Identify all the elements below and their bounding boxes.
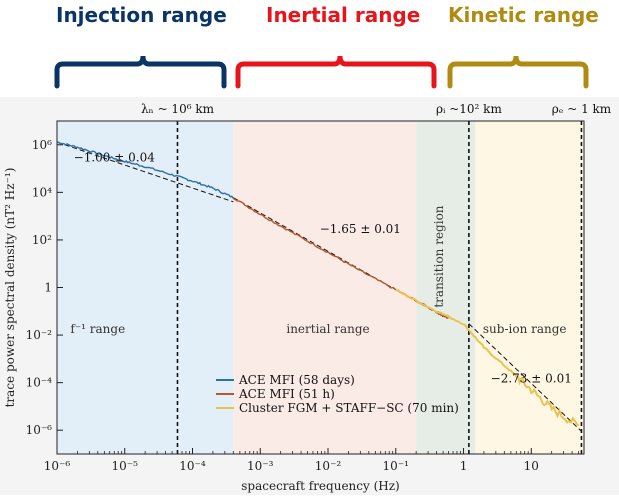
scale-marker-label-0: λₙ ~ 10⁶ km: [141, 102, 215, 116]
kinetic-range-label: Kinetic range: [448, 3, 599, 27]
region-2: [416, 121, 476, 454]
inertial-range-label: Inertial range: [266, 3, 421, 27]
y-tick-label-6: 10⁻⁶: [26, 423, 53, 437]
fit-annotation-2: −2.73 ± 0.01: [491, 372, 572, 386]
kinetic-brace: [447, 55, 589, 89]
x-tick-label-3: 10⁻³: [247, 459, 274, 473]
legend-label-0: ACE MFI (58 days): [238, 373, 355, 387]
y-tick-label-4: 10⁻²: [26, 328, 53, 342]
x-tick-label-2: 10⁻⁴: [179, 459, 206, 473]
region-label-1: inertial range: [286, 322, 369, 336]
scale-marker-label-2: ρₑ ~ 1 km: [552, 102, 612, 116]
region-3: [475, 121, 584, 454]
fit-annotation-0: −1.00 ± 0.04: [74, 150, 156, 164]
x-tick-label-5: 10⁻¹: [383, 459, 409, 473]
x-tick-label-7: 10: [524, 459, 539, 473]
x-tick-label-1: 10⁻⁵: [112, 459, 139, 473]
scale-marker-label-1: ρᵢ ~10² km: [436, 102, 503, 116]
y-tick-label-5: 10⁻⁴: [26, 376, 53, 390]
range-braces: [54, 55, 589, 89]
region-label-0: f⁻¹ range: [70, 322, 125, 336]
region-label-3: sub-ion range: [483, 322, 567, 336]
x-tick-label-4: 10⁻²: [315, 459, 342, 473]
series-line-0: [56, 141, 234, 199]
x-axis-label: spacecraft frequency (Hz): [241, 479, 400, 493]
fit-annotation-1: −1.65 ± 0.01: [320, 222, 401, 236]
y-axis-label: trace power spectral density (nT² Hz⁻¹): [3, 168, 17, 408]
region-label-2: transition region: [432, 205, 446, 307]
series-line-2: [395, 289, 580, 427]
range-header: Injection range Inertial range Kinetic r…: [0, 0, 619, 97]
y-tick-label-2: 10²: [32, 233, 52, 247]
x-tick-label-6: 1: [460, 459, 468, 473]
fit-line-0: [56, 141, 234, 203]
x-tick-label-0: 10⁻⁶: [44, 459, 71, 473]
fit-line-2: [468, 323, 582, 432]
legend-label-1: ACE MFI (51 h): [238, 387, 335, 401]
y-tick-label-1: 10⁴: [32, 185, 52, 199]
y-tick-label-3: 1: [44, 281, 52, 295]
spectrum-chart: f⁻¹ range inertial range transition region…: [0, 97, 619, 495]
psd-plot: f⁻¹ range inertial range transition region…: [3, 102, 612, 493]
region-0: [57, 121, 234, 454]
region-1: [233, 121, 417, 454]
y-tick-label-0: 10⁶: [32, 138, 52, 152]
injection-brace: [54, 55, 227, 89]
legend-label-2: Cluster FGM + STAFF−SC (70 min): [239, 401, 459, 415]
injection-range-label: Injection range: [56, 3, 227, 27]
inertial-brace: [235, 55, 437, 89]
